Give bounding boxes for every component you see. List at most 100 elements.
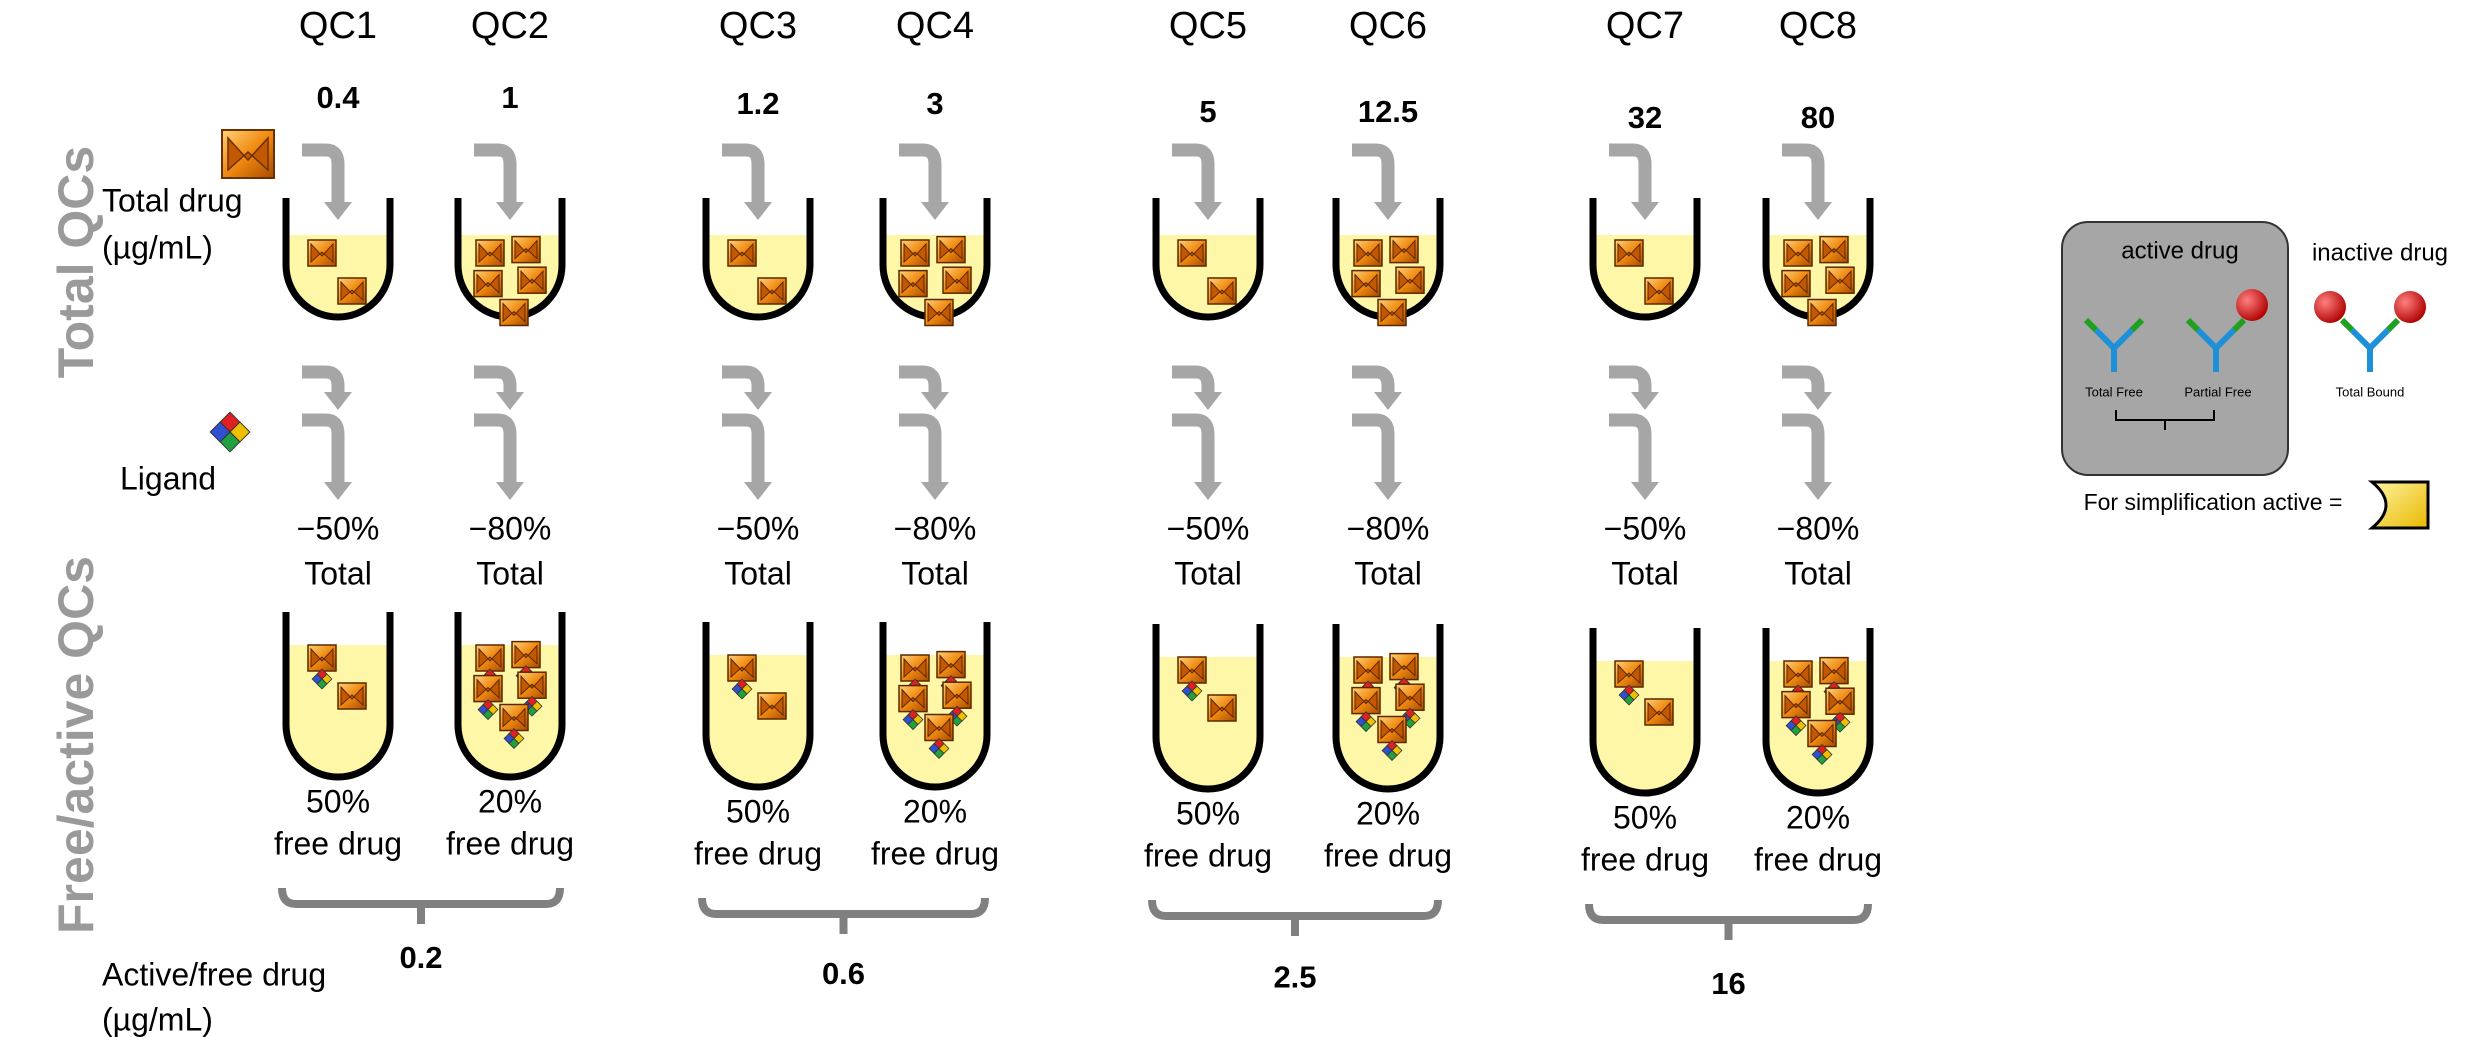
- drug-icon: [1390, 237, 1418, 263]
- free-pct: 50%: [1176, 795, 1240, 831]
- drug-icon: [1820, 237, 1848, 263]
- arrow: [1352, 420, 1388, 486]
- arrow: [1782, 420, 1818, 486]
- active-shape: [2372, 482, 2428, 528]
- reduction: −80%: [894, 510, 977, 546]
- reduction: −80%: [469, 510, 552, 546]
- reduction-label: Total: [1354, 555, 1422, 591]
- drug-icon: [1615, 240, 1643, 266]
- drug-icon: [476, 240, 504, 266]
- arrow-head: [1194, 202, 1222, 220]
- arrow-head: [324, 392, 352, 410]
- arrow-head: [921, 202, 949, 220]
- free-pct: 50%: [1613, 799, 1677, 835]
- free-label: free drug: [694, 835, 822, 871]
- reduction: −50%: [717, 510, 800, 546]
- arrow: [1609, 420, 1645, 486]
- drug-icon: [899, 271, 927, 297]
- reduction-label: Total: [901, 555, 969, 591]
- arrow: [722, 420, 758, 486]
- ligand-icon: [210, 412, 250, 452]
- arrow-head: [1194, 482, 1222, 500]
- arrow: [899, 420, 935, 486]
- bracket: [1152, 900, 1438, 936]
- drug-icon: [338, 683, 366, 709]
- free-pct: 20%: [1786, 799, 1850, 835]
- legend-label: For simplification active =: [2084, 489, 2343, 515]
- bound-ligand: [2394, 291, 2426, 323]
- drug-icon: [474, 271, 502, 297]
- drug-icon: [338, 278, 366, 304]
- qc-name: QC2: [471, 5, 549, 47]
- drug-icon: [1378, 300, 1406, 326]
- legend-label: Partial Free: [2184, 384, 2251, 399]
- arrow-head: [1374, 392, 1402, 410]
- total-conc: 5: [1199, 94, 1216, 129]
- qc-name: QC7: [1606, 5, 1684, 47]
- reduction: −50%: [1604, 510, 1687, 546]
- free-label: free drug: [871, 835, 999, 871]
- drug-icon: [1352, 271, 1380, 297]
- drug-icon: [1784, 240, 1812, 266]
- arrow-head: [496, 202, 524, 220]
- arrow: [899, 150, 935, 206]
- reduction: −50%: [297, 510, 380, 546]
- arrow-head: [324, 482, 352, 500]
- arrow-head: [1804, 392, 1832, 410]
- reduction: −80%: [1347, 510, 1430, 546]
- arrow: [722, 150, 758, 206]
- drug-icon: [758, 278, 786, 304]
- active-conc: 16: [1711, 966, 1745, 1001]
- row-label: Ligand: [120, 460, 216, 496]
- free-pct: 20%: [1356, 795, 1420, 831]
- legend-label: active drug: [2121, 237, 2238, 264]
- arrow-head: [1631, 482, 1659, 500]
- free-label: free drug: [1581, 841, 1709, 877]
- arrow-head: [1374, 482, 1402, 500]
- reduction: −50%: [1167, 510, 1250, 546]
- bound-ligand: [2236, 289, 2268, 321]
- drug-icon: [1808, 300, 1836, 326]
- free-pct: 20%: [478, 783, 542, 819]
- drug-icon: [728, 240, 756, 266]
- total-conc: 3: [926, 86, 943, 121]
- bracket: [702, 898, 985, 934]
- total-conc: 32: [1628, 100, 1662, 135]
- arrow-head: [1804, 202, 1832, 220]
- row-label: Total drug: [102, 182, 243, 218]
- drug-icon: [500, 300, 528, 326]
- free-label: free drug: [274, 825, 402, 861]
- bracket: [1589, 904, 1868, 940]
- drug-icon: [308, 240, 336, 266]
- legend-label: Total Free: [2085, 384, 2143, 399]
- drug-icon: [1782, 271, 1810, 297]
- arrow-head: [1631, 202, 1659, 220]
- total-conc: 80: [1801, 100, 1835, 135]
- arrow-head: [921, 392, 949, 410]
- arrow-head: [1804, 482, 1832, 500]
- free-pct: 20%: [903, 793, 967, 829]
- drug-icon: [943, 267, 971, 293]
- qc-name: QC5: [1169, 5, 1247, 47]
- active-conc: 2.5: [1273, 959, 1316, 994]
- arrow-head: [496, 482, 524, 500]
- reduction-label: Total: [1784, 555, 1852, 591]
- arrow-head: [744, 202, 772, 220]
- qc-name: QC4: [896, 5, 974, 47]
- arrow-head: [1374, 202, 1402, 220]
- active-conc: 0.6: [822, 956, 865, 991]
- legend: active drug inactive drug Total Free Par…: [2062, 222, 2448, 528]
- free-label: free drug: [1144, 837, 1272, 873]
- qc-name: QC3: [719, 5, 797, 47]
- row-label: Active/free drug: [102, 956, 326, 992]
- bracket: [282, 888, 560, 924]
- drug-icon: [901, 240, 929, 266]
- reduction-label: Total: [1174, 555, 1242, 591]
- arrow: [1782, 150, 1818, 206]
- arrow-head: [1194, 392, 1222, 410]
- free-pct: 50%: [726, 793, 790, 829]
- arrow-head: [324, 202, 352, 220]
- drug-icon: [1645, 278, 1673, 304]
- reduction: −80%: [1777, 510, 1860, 546]
- reduction-label: Total: [724, 555, 792, 591]
